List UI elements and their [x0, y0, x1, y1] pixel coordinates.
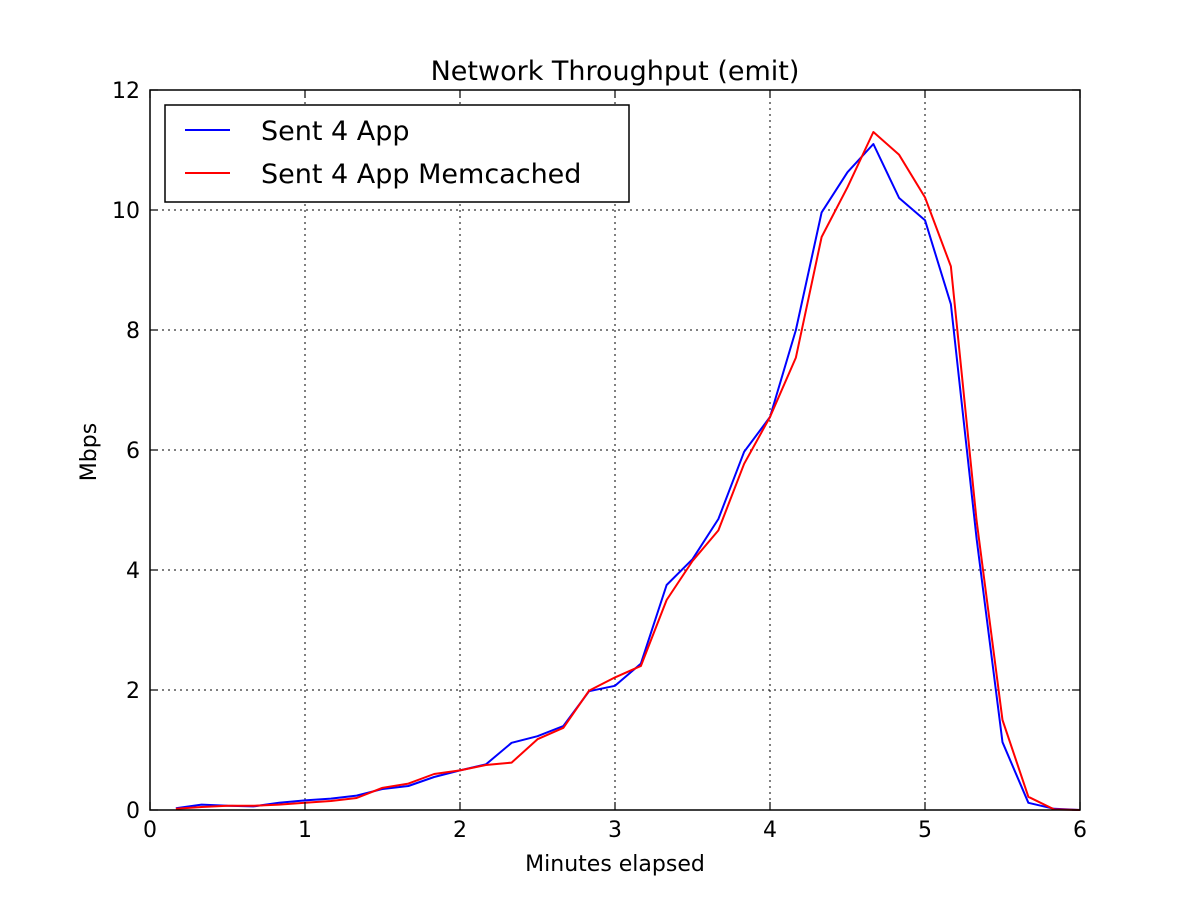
y-tick-label: 4 — [126, 559, 140, 584]
y-tick-label: 10 — [112, 199, 140, 224]
x-tick-label: 5 — [918, 818, 932, 843]
y-tick-label: 12 — [112, 79, 140, 104]
x-tick-label: 1 — [298, 818, 312, 843]
legend: Sent 4 App Sent 4 App Memcached — [164, 104, 630, 203]
x-tick-label: 0 — [143, 818, 157, 843]
series-lines — [175, 131, 1081, 811]
legend-label-sent-4-app-memcached: Sent 4 App Memcached — [261, 159, 581, 190]
x-tick-label: 3 — [608, 818, 622, 843]
x-tick-label: 2 — [453, 818, 467, 843]
legend-box — [164, 104, 630, 203]
y-tick-label: 8 — [126, 319, 140, 344]
series-line-sent-4-app-memcached — [175, 131, 1081, 811]
y-tick-label: 2 — [126, 679, 140, 704]
series-line-sent-4-app — [175, 143, 1081, 811]
legend-label-sent-4-app: Sent 4 App — [261, 116, 410, 147]
x-tick-label: 6 — [1073, 818, 1087, 843]
grid-lines — [150, 90, 1080, 810]
x-axis-label: Minutes elapsed — [525, 852, 705, 877]
y-tick-label: 0 — [126, 799, 140, 824]
y-axis-label: Mbps — [77, 423, 102, 481]
x-tick-label: 4 — [763, 818, 777, 843]
chart-title: Network Throughput (emit) — [431, 56, 800, 87]
y-tick-label: 6 — [126, 439, 140, 464]
